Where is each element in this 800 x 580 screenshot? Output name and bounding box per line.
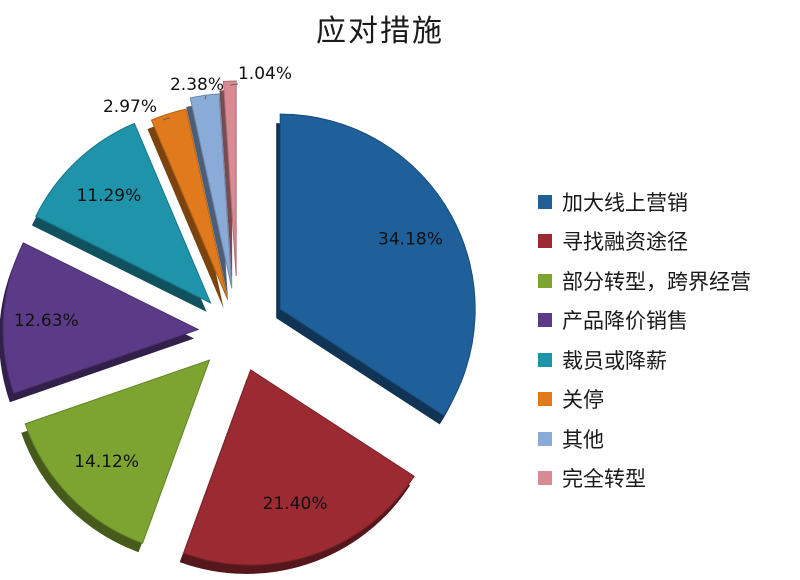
legend-swatch [538,431,552,446]
legend-swatch [538,471,552,486]
pie-slice [24,359,211,544]
legend-item: 寻找融资途径 [538,222,751,262]
pie-slice-group [147,108,229,309]
legend-label: 关停 [562,388,604,413]
legend-label: 部分转型，跨界经营 [562,269,751,294]
legend-label: 其他 [562,427,604,452]
legend-item: 其他 [538,419,751,459]
legend-swatch [538,194,552,209]
legend: 加大线上营销 寻找融资途径 部分转型，跨界经营 产品降价销售 裁员或降薪 关停 … [538,182,751,498]
legend-item: 完全转型 [538,459,751,499]
legend-swatch [538,352,552,367]
pie-slice [150,108,229,300]
slice-value-label: 1.04% [238,64,292,84]
pie-slice-group [0,242,200,403]
legend-swatch [538,234,552,249]
legend-label: 裁员或降薪 [562,348,667,373]
pie-slice-group [276,113,476,425]
pie-slice [222,80,237,277]
legend-item: 产品降价销售 [538,301,751,341]
pie-slice [183,369,415,566]
legend-label: 加大线上营销 [562,190,688,215]
pie-slice [279,113,476,417]
pie-slice-group [219,80,237,286]
slice-value-label: 14.12% [74,452,139,472]
legend-swatch [538,313,552,328]
legend-item: 关停 [538,380,751,420]
pie-slice [189,93,233,289]
pie-slice-group [31,122,212,312]
legend-label: 产品降价销售 [562,309,688,334]
legend-item: 裁员或降薪 [538,340,751,380]
pie-slice-group [186,93,233,298]
slice-value-label: 34.18% [378,229,443,249]
slice-value-label: 2.97% [103,97,157,117]
legend-swatch [538,273,552,288]
slice-value-label: 21.40% [263,494,328,514]
label-leader-line [229,83,239,86]
pie-slice [35,122,212,304]
slice-value-label: 2.38% [170,75,224,95]
legend-item: 加大线上营销 [538,182,751,222]
pie-slice-side [147,118,224,309]
chart-title: 应对措施 [316,14,444,49]
slice-value-label: 11.29% [76,186,141,206]
legend-label: 完全转型 [562,467,646,492]
legend-label: 寻找融资途径 [562,230,688,255]
slice-value-label: 12.63% [14,311,79,331]
pie-slice-group [21,359,211,553]
pie-slice [2,242,200,394]
label-leader-line [204,95,207,100]
pie-slice-group [179,369,415,574]
legend-swatch [538,392,552,407]
legend-item: 部分转型，跨界经营 [538,261,751,301]
label-leader-line [162,117,170,121]
